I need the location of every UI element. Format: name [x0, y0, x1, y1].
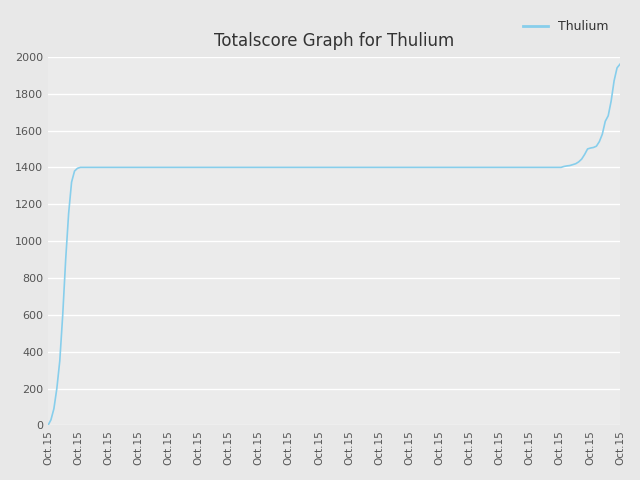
Thulium [616, 61, 624, 67]
Title: Totalscore Graph for Thulium: Totalscore Graph for Thulium [214, 32, 454, 50]
Thulium [534, 165, 541, 170]
Thulium [345, 165, 353, 170]
Legend: Thulium: Thulium [518, 15, 614, 38]
Thulium [495, 165, 503, 170]
Thulium [77, 165, 84, 170]
Thulium [554, 165, 562, 170]
Thulium [198, 165, 205, 170]
Line: Thulium: Thulium [48, 64, 620, 425]
Thulium [44, 422, 52, 428]
